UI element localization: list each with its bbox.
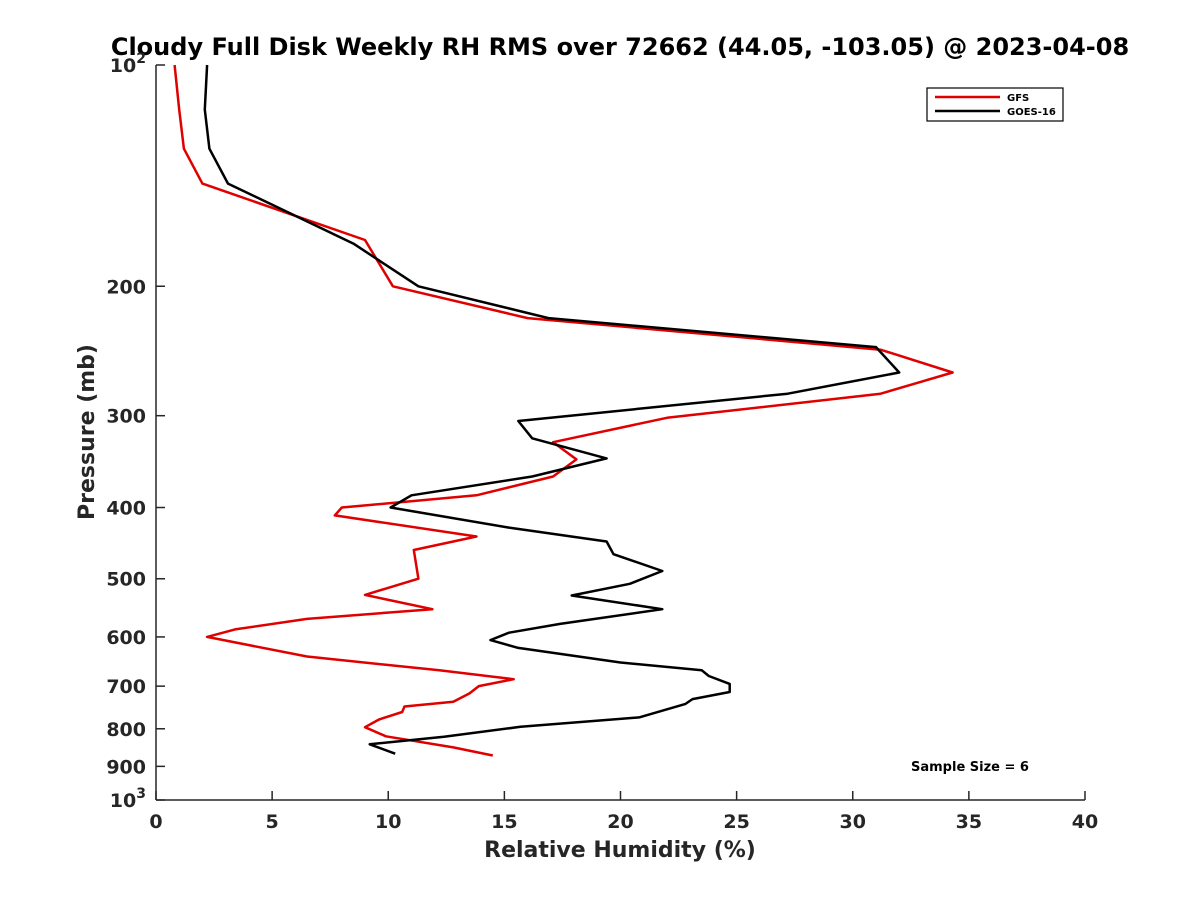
- legend-label-goes16: GOES-16: [1007, 107, 1056, 118]
- y-tick-label: 800: [106, 719, 146, 741]
- chart-title: Cloudy Full Disk Weekly RH RMS over 7266…: [111, 33, 1129, 61]
- x-tick-label: 5: [266, 811, 279, 833]
- x-tick-label: 30: [840, 811, 866, 833]
- y-tick-label: 400: [106, 498, 146, 520]
- series-line-goes16: [203, 64, 901, 755]
- x-axis-label: Relative Humidity (%): [484, 838, 756, 863]
- series-line-gfs: [173, 64, 954, 757]
- legend: GFS GOES-16: [926, 87, 1064, 122]
- y-axis-label: Pressure (mb): [75, 344, 100, 520]
- y-tick-label: 900: [106, 756, 146, 778]
- x-tick-label: 15: [491, 811, 517, 833]
- legend-label-gfs: GFS: [1007, 93, 1029, 104]
- y-tick-label: 300: [106, 406, 146, 428]
- y-tick-label: 500: [106, 569, 146, 591]
- x-tick-label: 40: [1072, 811, 1098, 833]
- y-tick-label: 200: [106, 276, 146, 298]
- sample-size-annotation: Sample Size = 6: [911, 760, 1029, 775]
- y-tick-label: 600: [106, 627, 146, 649]
- x-tick-label: 35: [956, 811, 982, 833]
- legend-box: [926, 87, 1064, 122]
- x-tick-label: 20: [607, 811, 633, 833]
- y-tick-label: 700: [106, 676, 146, 698]
- x-tick-label: 10: [375, 811, 401, 833]
- axes: 0 5 10 15 20 25 30 35 40102200300400500600700800…: [106, 51, 1098, 833]
- x-tick-label: 25: [723, 811, 749, 833]
- x-tick-label: 0: [149, 811, 162, 833]
- plot-area: [173, 64, 954, 757]
